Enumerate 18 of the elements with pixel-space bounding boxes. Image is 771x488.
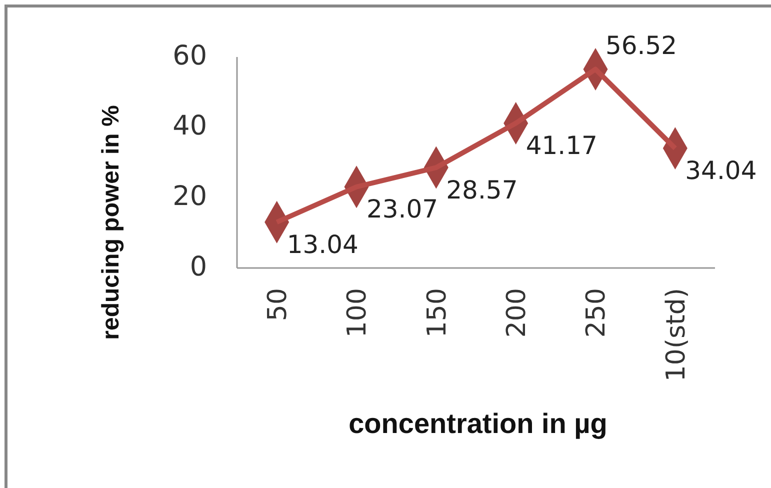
y-tick-label: 0	[190, 251, 207, 282]
x-tick-label: 100	[342, 288, 373, 338]
x-tick-label: 150	[422, 288, 452, 338]
x-axis-title: concentration in µg	[348, 408, 608, 439]
data-label: 13.04	[286, 230, 358, 259]
data-label: 56.52	[606, 31, 678, 60]
x-tick-label: 50	[262, 288, 293, 322]
data-label: 34.04	[685, 156, 757, 186]
y-tick-label: 60	[172, 40, 207, 72]
data-label: 28.57	[446, 175, 518, 204]
x-tick-label: 250	[582, 288, 612, 338]
y-axis-title: reducing power in %	[97, 105, 124, 340]
y-tick-label: 20	[172, 181, 207, 212]
data-label: 23.07	[366, 194, 438, 224]
y-tick-label: 40	[172, 110, 207, 142]
data-label: 41.17	[526, 131, 598, 160]
x-tick-label: 200	[502, 288, 532, 338]
x-tick-label: 10(std)	[661, 288, 692, 382]
